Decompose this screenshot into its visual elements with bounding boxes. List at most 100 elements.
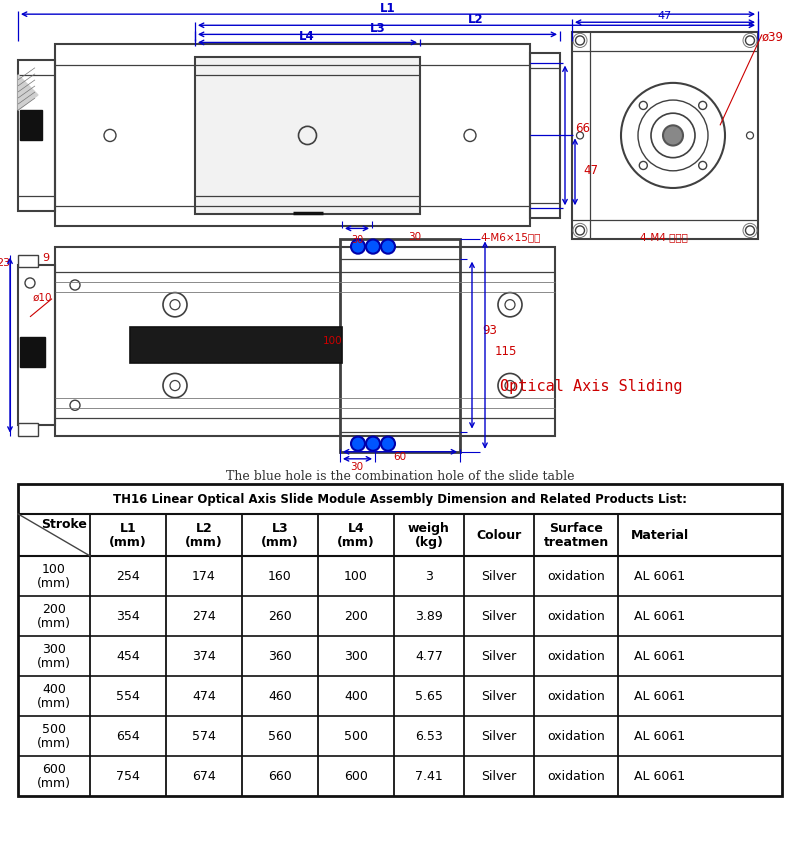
Text: 23: 23 bbox=[0, 257, 10, 268]
Text: 3.89: 3.89 bbox=[415, 610, 443, 623]
Text: 454: 454 bbox=[116, 650, 140, 663]
Text: 160: 160 bbox=[268, 570, 292, 583]
Text: 200: 200 bbox=[42, 602, 66, 616]
Text: AL 6061: AL 6061 bbox=[634, 650, 686, 663]
Text: Colour: Colour bbox=[476, 529, 522, 542]
Text: (mm): (mm) bbox=[337, 536, 375, 549]
Text: 574: 574 bbox=[192, 729, 216, 743]
Text: (mm): (mm) bbox=[261, 536, 299, 549]
Text: oxidation: oxidation bbox=[547, 689, 605, 703]
Text: 500: 500 bbox=[344, 729, 368, 743]
Text: 6.53: 6.53 bbox=[415, 729, 443, 743]
Text: Material: Material bbox=[631, 529, 689, 542]
Text: 400: 400 bbox=[42, 682, 66, 695]
Bar bbox=[20, 337, 45, 368]
Text: 654: 654 bbox=[116, 729, 140, 743]
Bar bbox=[340, 239, 460, 452]
Text: (mm): (mm) bbox=[37, 697, 71, 710]
Text: (mm): (mm) bbox=[37, 737, 71, 750]
Text: Optical Axis Sliding: Optical Axis Sliding bbox=[500, 378, 682, 394]
Text: 100: 100 bbox=[344, 570, 368, 583]
Bar bbox=[18, 424, 38, 436]
Bar bbox=[18, 266, 55, 426]
Circle shape bbox=[366, 240, 380, 255]
Bar bbox=[55, 247, 555, 436]
Text: 3: 3 bbox=[425, 570, 433, 583]
Text: 374: 374 bbox=[192, 650, 216, 663]
Bar bbox=[20, 111, 42, 141]
Text: 500: 500 bbox=[42, 722, 66, 735]
Text: 354: 354 bbox=[116, 610, 140, 623]
Text: 600: 600 bbox=[344, 769, 368, 782]
Text: Stroke: Stroke bbox=[41, 517, 87, 530]
Text: 115: 115 bbox=[495, 344, 518, 357]
Text: AL 6061: AL 6061 bbox=[634, 570, 686, 583]
Text: 4-M4 通螺孔: 4-M4 通螺孔 bbox=[640, 233, 688, 242]
Text: 360: 360 bbox=[268, 650, 292, 663]
Text: 674: 674 bbox=[192, 769, 216, 782]
Text: 30: 30 bbox=[350, 462, 363, 471]
Text: 300: 300 bbox=[344, 650, 368, 663]
Bar bbox=[572, 33, 758, 239]
Polygon shape bbox=[18, 76, 38, 111]
Text: Silver: Silver bbox=[482, 650, 517, 663]
Text: 100: 100 bbox=[42, 563, 66, 576]
Text: 554: 554 bbox=[116, 689, 140, 703]
Text: 274: 274 bbox=[192, 610, 216, 623]
Text: 400: 400 bbox=[344, 689, 368, 703]
Text: L1: L1 bbox=[380, 2, 396, 14]
Text: (kg): (kg) bbox=[414, 536, 443, 549]
Text: Silver: Silver bbox=[482, 769, 517, 782]
Circle shape bbox=[663, 126, 683, 147]
Text: 60: 60 bbox=[394, 452, 406, 461]
Text: ø39: ø39 bbox=[762, 31, 784, 43]
Text: treatmen: treatmen bbox=[543, 536, 609, 549]
Text: (mm): (mm) bbox=[37, 657, 71, 670]
Text: 474: 474 bbox=[192, 689, 216, 703]
Bar bbox=[130, 327, 342, 364]
Text: AL 6061: AL 6061 bbox=[634, 769, 686, 782]
Text: L2: L2 bbox=[468, 13, 484, 26]
Text: AL 6061: AL 6061 bbox=[634, 689, 686, 703]
Text: L2: L2 bbox=[196, 521, 212, 535]
Text: 200: 200 bbox=[344, 610, 368, 623]
Text: oxidation: oxidation bbox=[547, 570, 605, 583]
Text: L3: L3 bbox=[272, 521, 288, 535]
Text: oxidation: oxidation bbox=[547, 769, 605, 782]
Text: 4.77: 4.77 bbox=[415, 650, 443, 663]
Text: 460: 460 bbox=[268, 689, 292, 703]
Text: 7.41: 7.41 bbox=[415, 769, 443, 782]
Text: AL 6061: AL 6061 bbox=[634, 729, 686, 743]
Text: 600: 600 bbox=[42, 763, 66, 775]
Text: oxidation: oxidation bbox=[547, 729, 605, 743]
Text: 9: 9 bbox=[42, 252, 49, 262]
Bar bbox=[18, 256, 38, 268]
Text: L4: L4 bbox=[299, 30, 315, 43]
Bar bbox=[55, 45, 530, 227]
Text: 5.65: 5.65 bbox=[415, 689, 443, 703]
Text: oxidation: oxidation bbox=[547, 610, 605, 623]
Circle shape bbox=[351, 437, 365, 452]
Text: Silver: Silver bbox=[482, 689, 517, 703]
Bar bbox=[530, 54, 560, 219]
Text: 300: 300 bbox=[42, 642, 66, 656]
Circle shape bbox=[381, 437, 395, 452]
Text: 560: 560 bbox=[268, 729, 292, 743]
Text: ø10: ø10 bbox=[33, 292, 52, 302]
Text: Surface: Surface bbox=[549, 521, 603, 535]
Text: (mm): (mm) bbox=[37, 577, 71, 590]
Text: 754: 754 bbox=[116, 769, 140, 782]
Text: The blue hole is the combination hole of the slide table: The blue hole is the combination hole of… bbox=[226, 469, 574, 482]
Circle shape bbox=[381, 240, 395, 255]
Text: 4-M6×15螺孔: 4-M6×15螺孔 bbox=[480, 233, 540, 242]
Text: oxidation: oxidation bbox=[547, 650, 605, 663]
Text: 260: 260 bbox=[268, 610, 292, 623]
Circle shape bbox=[351, 240, 365, 255]
Text: 174: 174 bbox=[192, 570, 216, 583]
Text: (mm): (mm) bbox=[185, 536, 223, 549]
Text: (mm): (mm) bbox=[37, 617, 71, 630]
Text: L3: L3 bbox=[370, 22, 386, 35]
Text: 47: 47 bbox=[658, 11, 672, 21]
Text: Silver: Silver bbox=[482, 570, 517, 583]
Text: 30: 30 bbox=[351, 235, 363, 245]
